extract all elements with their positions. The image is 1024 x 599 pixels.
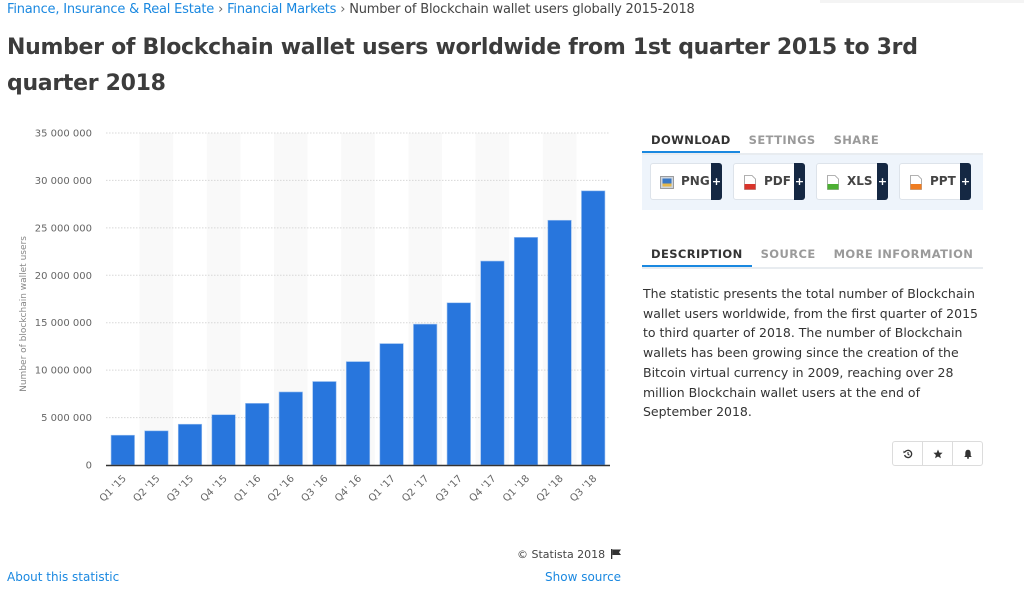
description-tabs: DESCRIPTION SOURCE MORE INFORMATION — [642, 242, 982, 268]
x-tick-label: Q2 '17 — [400, 473, 431, 504]
notify-button[interactable] — [953, 442, 982, 465]
copyright[interactable]: © Statista 2018 — [517, 548, 621, 561]
bar — [446, 302, 471, 466]
png-options-button[interactable]: + — [711, 163, 722, 200]
about-statistic-link[interactable]: About this statistic — [7, 570, 120, 584]
show-source-link[interactable]: Show source — [545, 570, 622, 584]
top-shadow — [820, 0, 1024, 3]
y-tick-label: 20 000 000 — [35, 271, 92, 282]
pdf-options-button[interactable]: + — [794, 163, 805, 200]
bar — [513, 237, 539, 466]
download-xls-button[interactable]: XLS — [816, 163, 888, 200]
x-tick-label: Q4' 16 — [333, 473, 364, 504]
download-xls-label: XLS — [847, 174, 873, 188]
x-tick-label: Q3 '17 — [434, 473, 465, 504]
history-icon — [902, 449, 912, 458]
x-tick-label: Q3 '16 — [299, 473, 330, 504]
y-axis-ticks: 0 5 000 000 10 000 000 15 000 000 20 000 000… — [35, 129, 92, 472]
chart-band — [139, 133, 174, 465]
bar — [144, 430, 169, 466]
favorite-button[interactable] — [923, 442, 953, 465]
bar — [379, 343, 404, 466]
x-tick-label: Q1 '16 — [232, 473, 263, 504]
tabs-divider — [642, 267, 983, 269]
flag-icon[interactable] — [610, 549, 621, 559]
x-tick-label: Q1 '15 — [98, 473, 129, 504]
download-pdf-label: PDF — [764, 174, 791, 188]
x-tick-label: Q4 '17 — [467, 473, 498, 504]
y-axis-label: Number of blockchain wallet users — [19, 236, 29, 392]
copyright-text: © Statista 2018 — [517, 548, 606, 561]
x-tick-label: Q1 '18 — [501, 473, 532, 504]
ppt-options-button[interactable]: + — [960, 163, 971, 200]
y-tick-label: 10 000 000 — [35, 366, 92, 377]
breadcrumb-link-finance[interactable]: Finance, Insurance & Real Estate — [7, 2, 215, 17]
breadcrumb-current: Number of Blockchain wallet users global… — [349, 2, 695, 17]
breadcrumb-link-financial-markets[interactable]: Financial Markets — [227, 2, 337, 17]
star-icon — [932, 449, 943, 458]
bell-icon — [963, 449, 972, 459]
download-png-button[interactable]: PNG — [650, 163, 722, 200]
bar — [110, 434, 135, 466]
bar — [312, 381, 337, 466]
x-tick-label: Q2 '16 — [266, 473, 297, 504]
download-area: PNG + PDF + XLS + PPT + — [642, 155, 983, 210]
bar — [278, 391, 303, 466]
page-title: Number of Blockchain wallet users worldw… — [7, 35, 918, 96]
download-ppt-button[interactable]: PPT — [899, 163, 971, 200]
download-ppt-label: PPT — [930, 174, 956, 188]
chart-bars — [110, 190, 606, 466]
x-tick-label: Q3 '15 — [165, 473, 196, 504]
breadcrumb-separator: › — [218, 2, 224, 17]
breadcrumb-separator: › — [340, 2, 346, 17]
xls-file-icon — [827, 175, 839, 190]
y-tick-label: 30 000 000 — [35, 176, 92, 187]
xls-options-button[interactable]: + — [877, 163, 888, 200]
ppt-file-icon — [910, 175, 922, 190]
bar-chart: 0 5 000 000 10 000 000 15 000 000 20 000 000… — [19, 129, 610, 504]
action-buttons — [892, 441, 983, 466]
download-tabs: DOWNLOAD SETTINGS SHARE — [642, 128, 888, 154]
x-tick-label: Q1 '17 — [367, 473, 398, 504]
description-text: The statistic presents the total number … — [643, 286, 978, 420]
y-tick-label: 0 — [86, 461, 92, 472]
x-tick-label: Q4 '15 — [199, 473, 230, 504]
bar — [413, 323, 438, 466]
download-png-label: PNG — [681, 174, 710, 188]
breadcrumb: Finance, Insurance & Real Estate › Financi… — [7, 2, 695, 17]
pdf-file-icon — [744, 175, 756, 190]
bar — [177, 423, 203, 466]
bar — [345, 361, 371, 466]
tab-settings[interactable]: SETTINGS — [748, 133, 816, 147]
bar — [211, 414, 236, 466]
bar — [480, 260, 505, 466]
tab-source[interactable]: SOURCE — [760, 247, 816, 261]
history-button[interactable] — [893, 442, 923, 465]
tab-share[interactable]: SHARE — [833, 133, 880, 147]
tab-description[interactable]: DESCRIPTION — [642, 242, 752, 268]
tabs-divider — [642, 153, 983, 155]
y-tick-label: 35 000 000 — [35, 129, 92, 140]
x-tick-label: Q2 '18 — [535, 473, 566, 504]
bar — [581, 190, 606, 466]
y-tick-label: 25 000 000 — [35, 223, 92, 234]
bar — [245, 403, 270, 466]
chart-band — [206, 133, 241, 465]
image-file-icon — [660, 176, 674, 189]
y-tick-label: 15 000 000 — [35, 318, 92, 329]
bar — [547, 219, 572, 466]
x-axis-ticks: Q1 '15 Q2 '15 Q3 '15 Q4 '15 Q1 '16 Q2 '16 Q3 '… — [98, 473, 599, 504]
tab-more-information[interactable]: MORE INFORMATION — [833, 247, 974, 261]
x-tick-label: Q2 '15 — [131, 473, 162, 504]
x-tick-label: Q3 '18 — [568, 473, 599, 504]
tab-download[interactable]: DOWNLOAD — [642, 128, 740, 154]
y-tick-label: 5 000 000 — [41, 413, 92, 424]
